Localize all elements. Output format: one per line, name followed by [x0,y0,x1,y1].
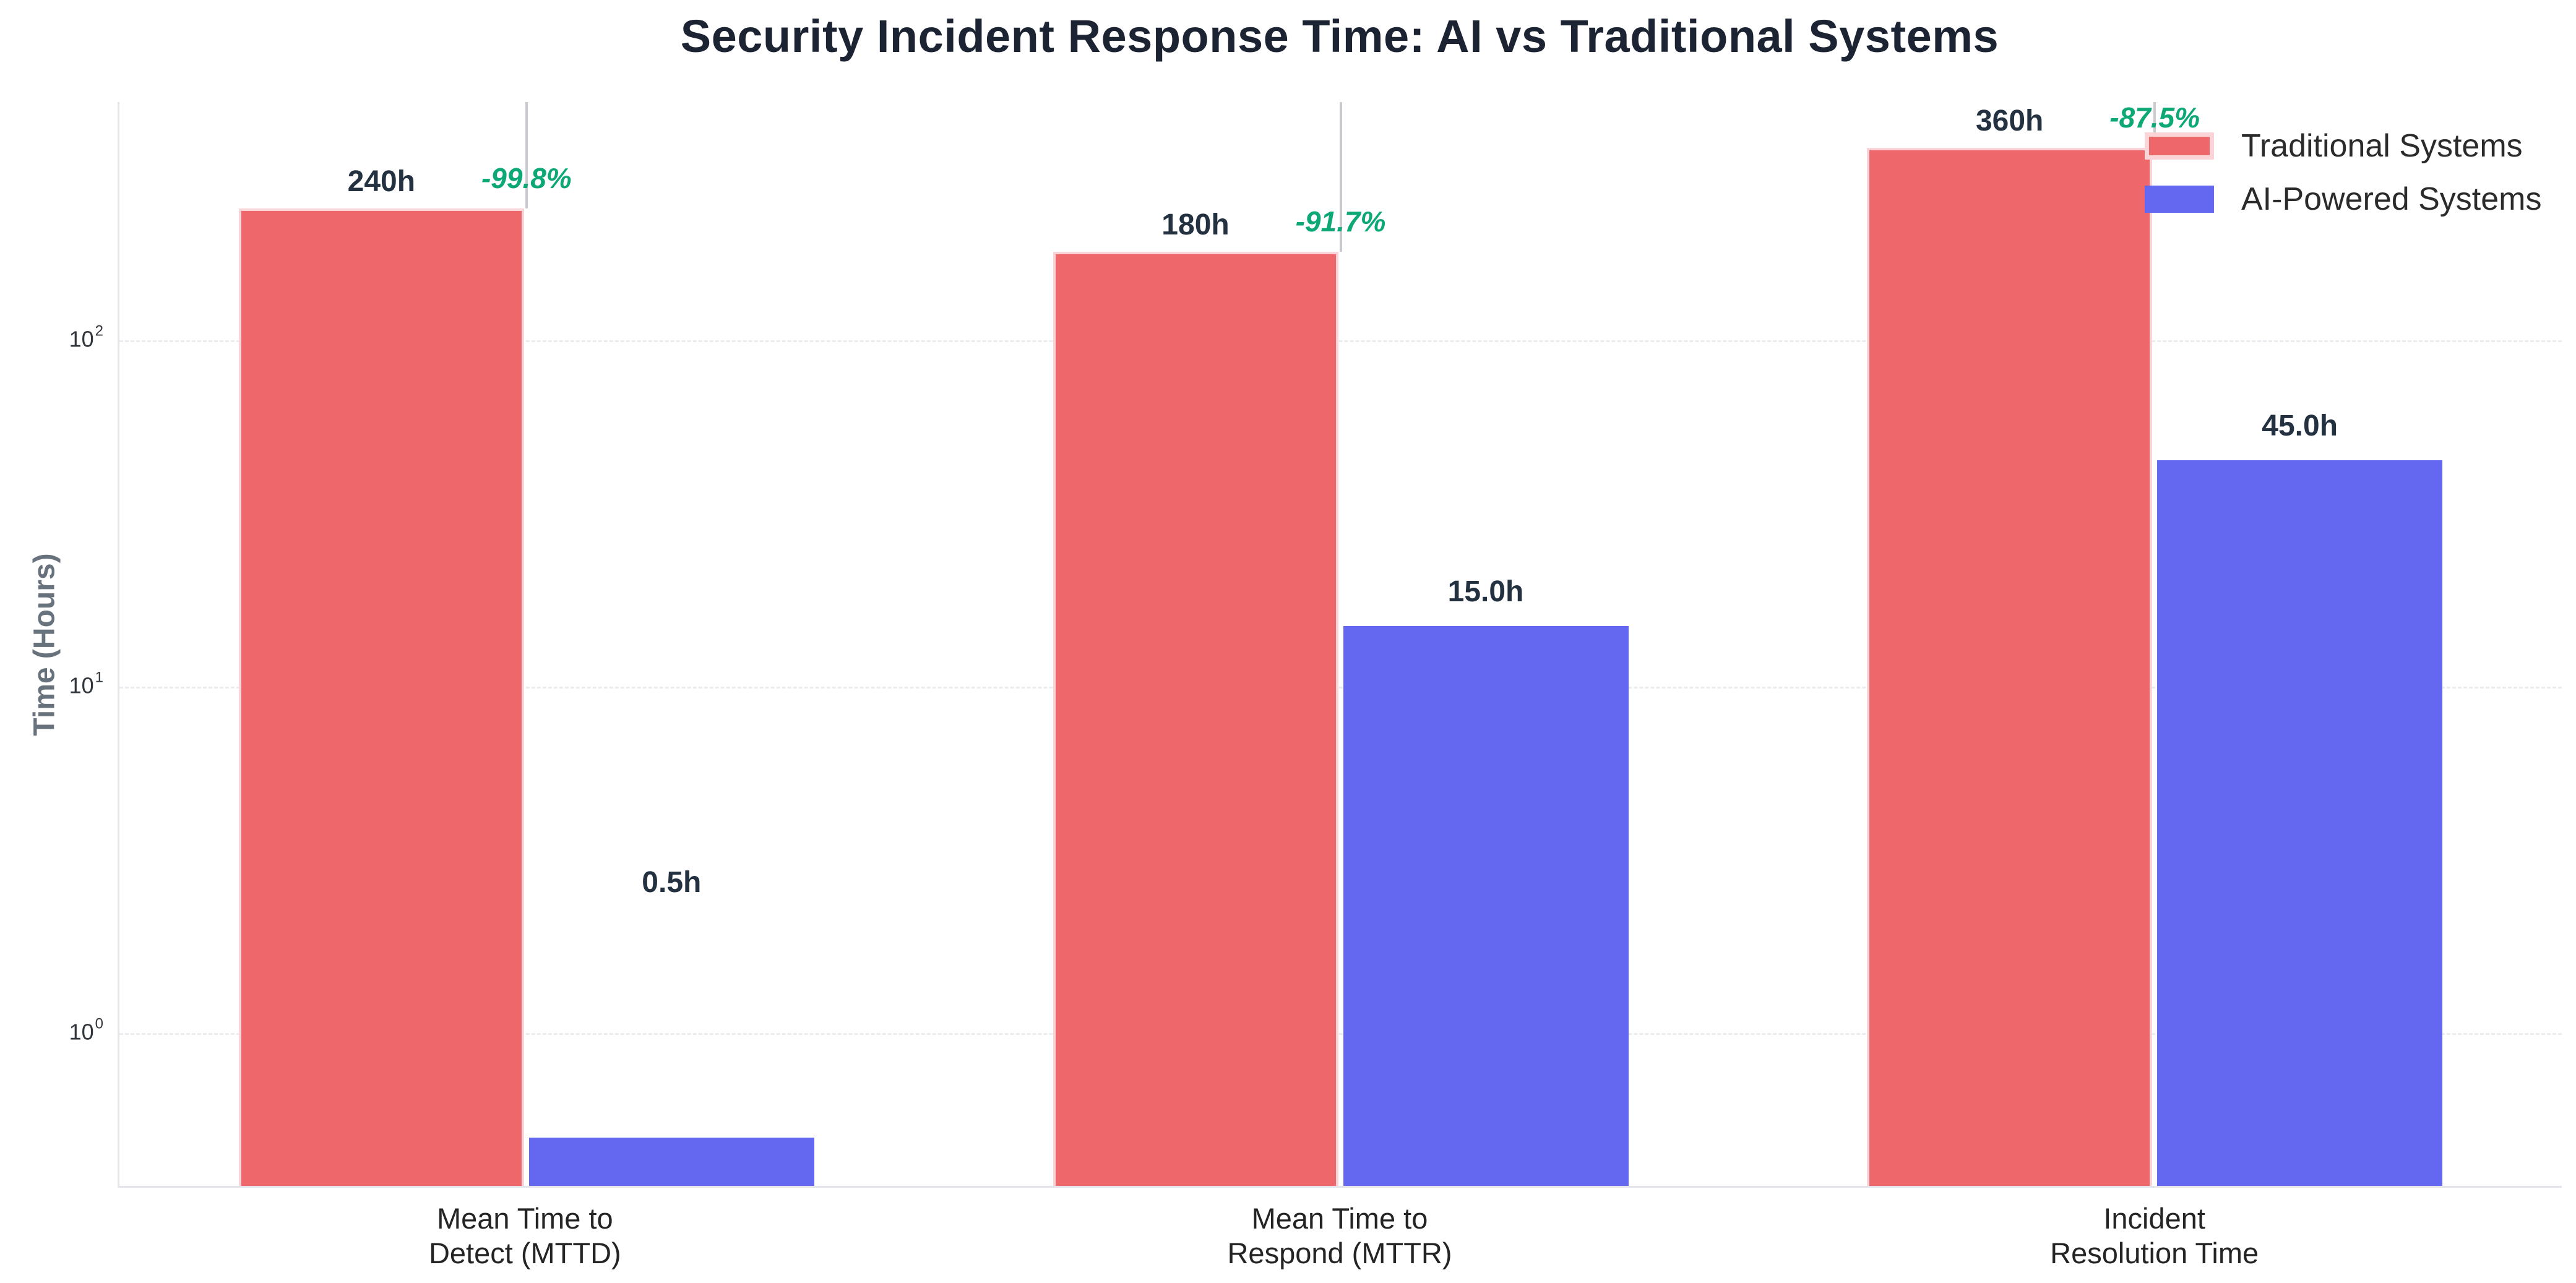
value-label-traditional: 360h [1975,104,2044,137]
x-tick-line: Resolution Time [2050,1237,2259,1269]
y-gridline [119,1033,2562,1036]
y-axis-title: Time (Hours) [28,553,61,736]
y-tick-label: 100 [69,1015,103,1045]
value-label-ai: 15.0h [1447,575,1524,608]
group-center-line [1339,102,1342,252]
legend-item-label: AI-Powered Systems [2241,181,2542,217]
value-label-ai: 45.0h [2262,410,2338,443]
x-tick-line: Incident [2103,1202,2205,1235]
legend-swatch [2145,186,2214,213]
y-tick-label: 101 [69,669,103,698]
y-gridline [119,340,2562,343]
value-label-ai: 0.5h [642,866,702,899]
legend-item-traditional[interactable]: Traditional Systems [2145,127,2542,165]
reduction-annotation: -99.8% [481,162,572,195]
chart-title: Security Incident Response Time: AI vs T… [680,11,1999,62]
legend-item-ai[interactable]: AI-Powered Systems [2145,181,2542,218]
group-center-line [525,102,528,209]
x-tick-line: Mean Time to [1251,1202,1428,1235]
x-tick-label: Mean Time to Detect (MTTD) [153,1201,896,1271]
legend: Traditional Systems AI-Powered Systems [2145,127,2542,218]
group-center-line [2153,102,2156,148]
legend-item-label: Traditional Systems [2241,128,2523,164]
x-tick-label: Mean Time to Respond (MTTR) [968,1201,1711,1271]
plot-area: 102 101 100 240h 0.5h -99.8% 180h 15.0h -91.7% 36… [69,101,2562,1188]
bar-ai-3 [2157,460,2443,1186]
bar-ai-2 [1343,625,1629,1186]
x-tick-line: Mean Time to [436,1202,613,1235]
bar-traditional-2 [1053,252,1338,1186]
y-tick-label: 102 [69,322,103,352]
reduction-annotation: -87.5% [2109,101,2200,134]
x-tick-line: Detect (MTTD) [428,1237,621,1269]
bar-ai-1 [528,1138,814,1186]
x-tick-label: Incident Resolution Time [1783,1201,2526,1271]
value-label-traditional: 240h [347,165,416,199]
value-label-traditional: 180h [1161,208,1230,242]
x-tick-line: Respond (MTTR) [1227,1237,1452,1269]
y-gridline [119,687,2562,689]
legend-swatch [2145,132,2214,160]
bar-traditional-3 [1867,147,2153,1186]
bar-traditional-1 [238,208,524,1186]
reduction-annotation: -91.7% [1295,205,1386,238]
